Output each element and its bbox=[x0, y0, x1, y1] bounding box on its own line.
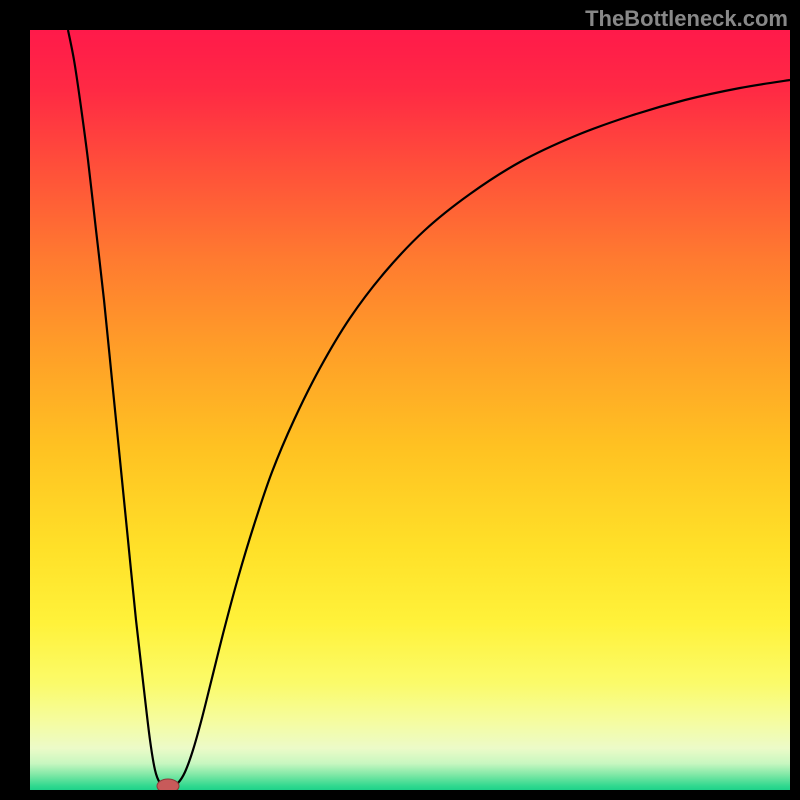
watermark-text: TheBottleneck.com bbox=[585, 6, 788, 32]
chart-plot-area bbox=[30, 30, 790, 790]
chart-container: TheBottleneck.com bbox=[0, 0, 800, 800]
bottleneck-chart bbox=[0, 0, 800, 800]
